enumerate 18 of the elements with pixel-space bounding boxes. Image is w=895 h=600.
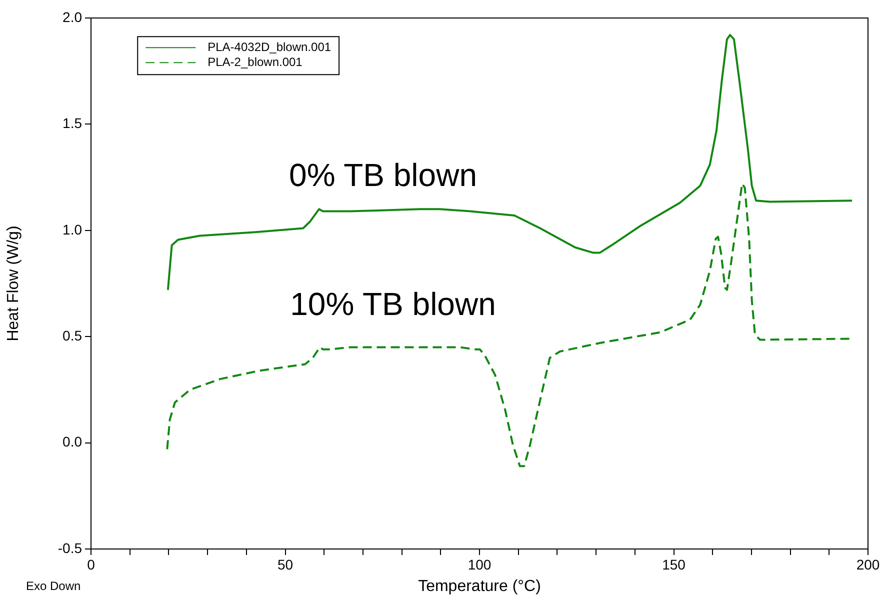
y-tick-label: 0.5 [62,327,82,344]
y-tick-label: -0.5 [58,540,82,556]
legend-label: PLA-2_blown.001 [208,54,303,69]
x-tick-label: 50 [277,556,294,572]
y-tick-label: 0.0 [62,434,82,450]
x-axis-title: Temperature (°C) [418,578,541,595]
legend-label: PLA-4032D_blown.001 [208,40,332,54]
y-tick-label: 2.0 [62,8,82,25]
y-tick-label: 1.0 [62,221,82,238]
x-tick-label: 0 [87,556,96,572]
annotation: 0% TB blown [289,156,477,193]
x-tick-label: 100 [468,556,492,572]
annotation: 10% TB blown [290,286,496,322]
y-tick-label: 1.5 [62,115,82,132]
x-tick-label: 200 [856,556,880,572]
y-axis-title: Heat Flow (W/g) [5,226,22,342]
x-tick-label: 150 [662,556,686,572]
text: Exo Down [26,579,81,593]
